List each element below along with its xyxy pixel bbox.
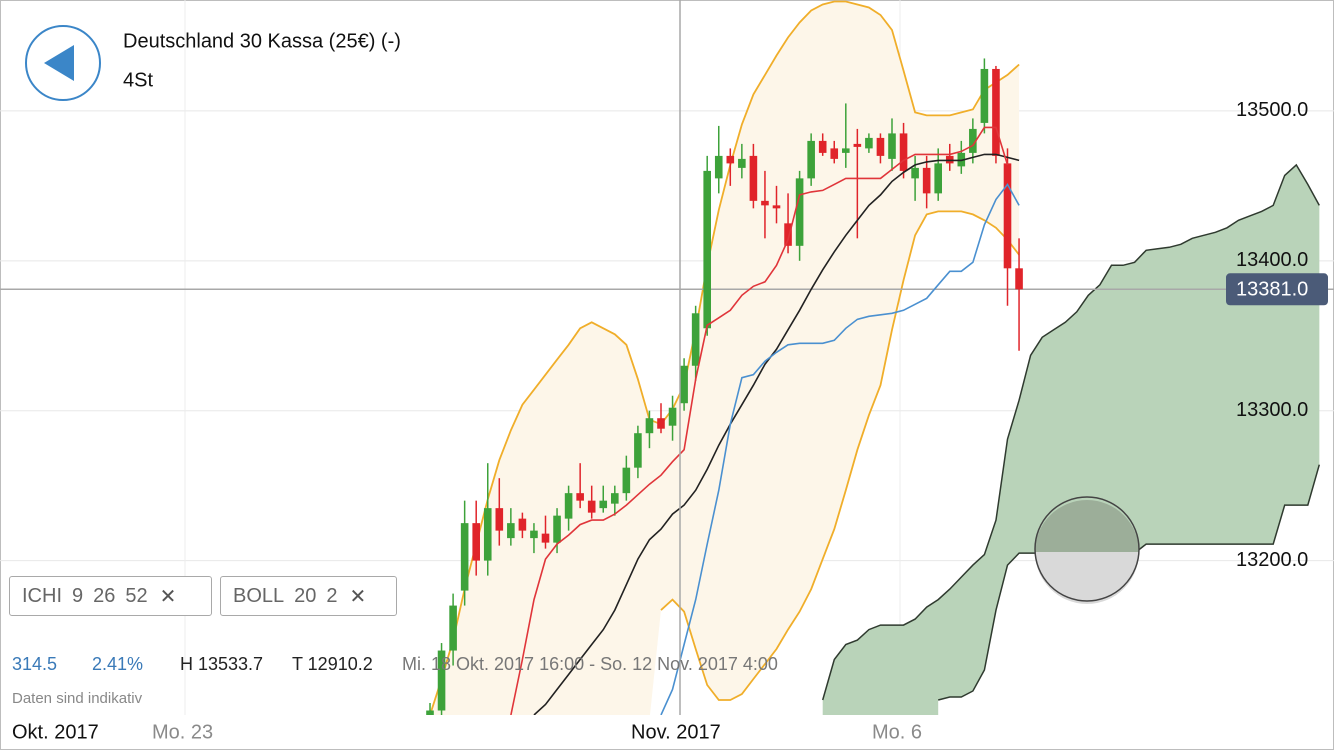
indicator-chip[interactable]: BOLL 20 2 ✕ [220, 576, 397, 616]
chart-title: Deutschland 30 Kassa (25€) (-) [123, 30, 401, 52]
candle-body [426, 710, 434, 715]
candle-body [645, 418, 654, 434]
candle-body [922, 167, 931, 194]
band-lower [660, 210, 1020, 701]
candle-body [564, 493, 573, 519]
x-tick-label: Okt. 2017 [12, 721, 99, 743]
x-tick-label: Mo. 6 [872, 721, 922, 743]
band-fill [430, 1, 1020, 715]
candle-body [772, 205, 781, 209]
candle-body [911, 167, 919, 179]
candle-body [830, 148, 839, 159]
candle-body [576, 493, 584, 501]
chip-param: 26 [93, 584, 116, 607]
plot [0, 0, 1334, 715]
candle-body [980, 68, 989, 123]
chip-param: 20 [294, 584, 317, 607]
x-tick-label: Nov. 2017 [631, 721, 721, 743]
candle-body [437, 650, 446, 711]
chip-param: 9 [72, 584, 84, 607]
candle-body [888, 133, 896, 159]
change: 314.5 [12, 654, 58, 674]
candle-body [611, 493, 619, 504]
x-tick-label: Mo. 23 [152, 721, 213, 743]
chip-param: 52 [125, 584, 148, 607]
candle-body [599, 500, 608, 509]
drag-handle[interactable] [1034, 496, 1140, 604]
indicator-line [510, 126, 1009, 715]
candle-body [738, 158, 746, 168]
candle-body [495, 508, 504, 531]
candle-body [842, 148, 850, 153]
indicator-line [533, 153, 1020, 715]
band-upper [429, 0, 1020, 715]
candle-body [703, 170, 711, 329]
candle-body [876, 137, 885, 156]
candle-body [472, 523, 480, 561]
back-arrow [44, 45, 74, 81]
y-tick-label: 13200.0 [1236, 549, 1308, 571]
disclaimer: Daten sind indikativ [12, 690, 143, 707]
candle-body [691, 313, 700, 366]
candle-body [530, 530, 538, 539]
indicator-chip[interactable]: ICHI 9 26 52 ✕ [9, 576, 212, 616]
candle-body [818, 140, 827, 153]
high: H 13533.7 [180, 654, 264, 674]
candle-body [899, 133, 908, 171]
chip-close[interactable]: ✕ [349, 585, 367, 608]
candle-body [622, 467, 631, 494]
candle-body [483, 508, 492, 561]
candle-body [761, 200, 769, 206]
cloud [822, 164, 1320, 715]
candle-body [634, 433, 642, 468]
candle-body [714, 155, 723, 179]
handle-top [1035, 500, 1139, 552]
change-pct: 2.41% [92, 654, 144, 674]
date-range: Mi. 18 Okt. 2017 16:00 - So. 12 Nov. 201… [402, 654, 778, 674]
candle-body [934, 163, 942, 194]
candle-body [749, 155, 758, 201]
x-label-bg [622, 716, 738, 748]
y-tick-label: 13500.0 [1236, 99, 1308, 121]
candle-body [726, 155, 735, 164]
candle-body [795, 178, 804, 246]
y-tick-label: 13400.0 [1236, 249, 1308, 271]
candle-body [865, 137, 873, 149]
price-label-bg [1226, 273, 1328, 306]
chip-param: 2 [326, 584, 338, 607]
back-button[interactable] [25, 25, 101, 101]
candle-body [668, 407, 677, 426]
candle-body [518, 518, 527, 531]
candle-body [657, 418, 665, 429]
y-tick-label: 13300.0 [1236, 399, 1308, 421]
handle-ring [1034, 496, 1140, 602]
low: T 12910.2 [292, 654, 373, 674]
chip-name: BOLL [233, 584, 285, 607]
handle-bottom [1035, 552, 1139, 604]
candle-body [553, 515, 561, 543]
candle-body [1003, 163, 1012, 269]
candle-body [784, 223, 792, 246]
candle-body [807, 140, 815, 179]
candle-body [1015, 268, 1023, 290]
candle-body [449, 605, 457, 651]
chip-close[interactable]: ✕ [159, 585, 177, 608]
price-label: 13381.0 [1236, 279, 1308, 301]
candle-body [541, 533, 550, 543]
candle-body [680, 365, 688, 404]
candle-body [992, 68, 1000, 156]
cloud-span-a [821, 163, 1320, 701]
candle-body [507, 523, 515, 539]
candle-body [853, 143, 862, 147]
candle-body [969, 128, 977, 153]
chip-name: ICHI [22, 584, 62, 607]
candle-body [460, 523, 469, 591]
candle-body [587, 500, 596, 513]
chart-subtitle: 4St [123, 69, 153, 91]
indicator-line [660, 182, 1020, 715]
